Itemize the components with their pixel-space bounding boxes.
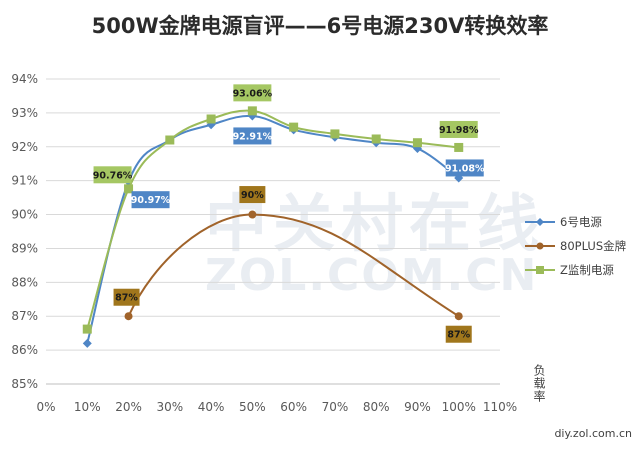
y-tick-label: 86%: [11, 343, 38, 357]
data-label-text: 90.76%: [93, 170, 133, 181]
data-label: 91.98%: [439, 120, 479, 138]
x-tick-label: 50%: [239, 400, 266, 414]
series-2: [124, 210, 463, 321]
x-tick-label: 90%: [404, 400, 431, 414]
data-point: [82, 338, 92, 348]
y-tick-label: 90%: [11, 208, 38, 222]
data-point: [82, 324, 92, 334]
legend-item: 6号电源: [525, 215, 602, 229]
y-tick-label: 94%: [11, 72, 38, 86]
y-tick-label: 91%: [11, 174, 38, 188]
x-tick-label: 100%: [442, 400, 476, 414]
data-label-box: [439, 120, 478, 138]
legend-label: 80PLUS金牌: [560, 239, 626, 253]
data-label-text: 91.98%: [439, 125, 479, 136]
axes: 85% 86% 87% 88% 89% 90% 91% 92% 93% 94% 0% 10% 20% 30…: [11, 72, 546, 414]
data-point: [371, 134, 381, 144]
x-tick-label: 110%: [483, 400, 517, 414]
axis-label: 负载率: [532, 364, 546, 403]
watermark: 中关村在线 ZOL.COM.CN: [205, 187, 539, 301]
y-tick-label: 88%: [11, 275, 38, 289]
data-point: [124, 312, 133, 321]
watermark-line2: ZOL.COM.CN: [205, 250, 538, 301]
data-point: [412, 138, 422, 148]
y-tick-label: 87%: [11, 309, 38, 323]
x-tick-label: 20%: [115, 400, 142, 414]
legend-marker: [536, 218, 544, 226]
data-labels: 90.97% 92.91% 91.08% 87% 90% 87% 90.76% 93.06% 9…: [93, 84, 485, 343]
chart-title: 500W金牌电源盲评——6号电源230V转换效率: [92, 14, 549, 38]
data-label: 90.97%: [131, 191, 171, 209]
legend-item: 80PLUS金牌: [525, 239, 626, 253]
data-point: [165, 135, 175, 145]
series-3: [82, 106, 464, 334]
data-label: 93.06%: [233, 84, 273, 102]
data-label: 91.08%: [445, 159, 485, 177]
data-label-box: [93, 166, 132, 184]
legend-marker: [536, 242, 544, 250]
gridlines: [46, 78, 500, 385]
data-label: 92.91%: [233, 127, 273, 145]
x-tick-label: 30%: [156, 400, 183, 414]
data-label-box: [233, 127, 272, 145]
legend: 6号电源 80PLUS金牌 Z监制电源: [525, 215, 626, 277]
data-point: [124, 184, 134, 194]
data-label-text: 87%: [115, 293, 138, 304]
x-tick-label: 80%: [363, 400, 390, 414]
x-tick-label: 0%: [36, 400, 55, 414]
source-credit: diy.zol.com.cn: [554, 427, 632, 440]
data-point: [454, 312, 463, 321]
data-label-box: [233, 84, 272, 102]
data-label-text: 87%: [447, 330, 470, 341]
legend-label: 6号电源: [560, 215, 602, 229]
data-label-box: [239, 186, 266, 204]
legend-marker: [536, 266, 544, 274]
data-label-text: 92.91%: [233, 131, 273, 142]
data-label: 87%: [445, 325, 472, 343]
data-point: [289, 122, 299, 132]
data-label-box: [445, 159, 484, 177]
x-tick-label: 60%: [280, 400, 307, 414]
data-label-box: [131, 191, 170, 209]
data-label-text: 90.97%: [131, 195, 171, 206]
y-tick-label: 92%: [11, 140, 38, 154]
data-label: 87%: [113, 288, 140, 306]
x-tick-label: 40%: [198, 400, 225, 414]
data-label: 90.76%: [93, 166, 133, 184]
x-tick-label: 70%: [322, 400, 349, 414]
data-point: [454, 142, 464, 152]
data-label-text: 90%: [241, 190, 264, 201]
data-label-box: [445, 325, 472, 343]
y-tick-label: 89%: [11, 241, 38, 255]
y-tick-label: 85%: [11, 377, 38, 391]
data-point: [248, 210, 257, 219]
legend-item: Z监制电源: [525, 263, 614, 277]
data-label: 90%: [239, 186, 266, 204]
data-point: [330, 129, 340, 139]
data-point: [247, 106, 257, 116]
data-point: [206, 114, 216, 124]
x-tick-label: 10%: [74, 400, 101, 414]
legend-label: Z监制电源: [560, 263, 614, 277]
y-tick-label: 93%: [11, 106, 38, 120]
data-label-text: 91.08%: [445, 163, 485, 174]
data-label-text: 93.06%: [233, 88, 273, 99]
data-label-box: [113, 288, 140, 306]
